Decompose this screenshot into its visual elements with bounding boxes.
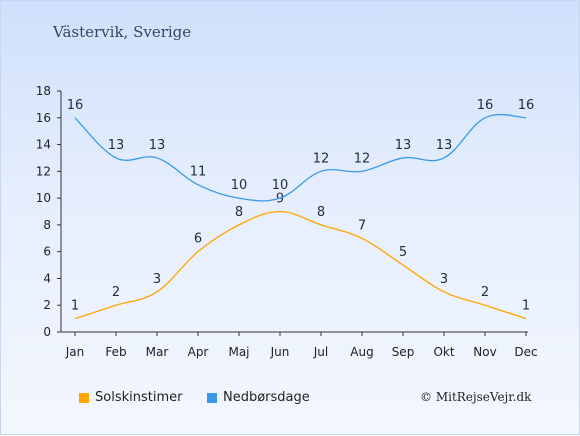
y-tick-label: 18: [36, 84, 51, 98]
y-tick-label: 2: [43, 298, 51, 312]
data-label-rain: 11: [190, 165, 207, 180]
x-tick-label: Aug: [350, 345, 373, 359]
data-label-sun: 2: [481, 285, 489, 300]
data-label-sun: 3: [153, 272, 161, 287]
data-label-sun: 8: [317, 205, 325, 220]
legend-swatch-rain: [207, 392, 217, 403]
y-tick-label: 10: [36, 191, 51, 205]
data-label-sun: 3: [440, 272, 448, 287]
y-tick-label: 16: [36, 111, 51, 125]
data-label-sun: 9: [276, 192, 284, 207]
data-label-rain: 10: [272, 178, 289, 193]
legend-swatch-sun: [79, 392, 89, 403]
series-line-sun: [74, 210, 527, 320]
y-tick-label: 0: [43, 325, 51, 339]
data-label-rain: 12: [354, 151, 371, 166]
data-label-sun: 6: [194, 232, 202, 247]
chart-title: Västervik, Sverige: [53, 23, 192, 41]
y-tick-label: 14: [36, 138, 51, 152]
x-tick-label: Dec: [514, 345, 537, 359]
y-tick-label: 4: [43, 271, 51, 285]
series-line-rain: [74, 113, 527, 202]
x-tick-label: Jan: [65, 345, 85, 359]
data-label-sun: 2: [112, 285, 120, 300]
data-label-rain: 13: [395, 138, 412, 153]
data-label-sun: 5: [399, 245, 407, 260]
legend-item-sun: Solskinstimer: [79, 390, 182, 405]
data-label-rain: 10: [231, 178, 248, 193]
data-label-sun: 1: [522, 299, 530, 314]
x-tick-label: Jul: [313, 345, 328, 359]
legend-label-rain: Nedbørsdage: [223, 390, 310, 405]
x-tick-label: Apr: [188, 345, 209, 359]
data-label-rain: 13: [436, 138, 453, 153]
data-label-rain: 13: [108, 138, 125, 153]
data-label-sun: 1: [71, 299, 79, 314]
x-tick-label: Okt: [433, 345, 454, 359]
x-tick-label: Sep: [392, 345, 415, 359]
data-label-sun: 8: [235, 205, 243, 220]
y-tick-label: 6: [43, 245, 51, 259]
x-tick-label: Jun: [270, 345, 290, 359]
data-label-rain: 12: [313, 151, 330, 166]
y-tick-label: 12: [36, 164, 51, 178]
data-label-rain: 13: [149, 138, 166, 153]
legend-item-rain: Nedbørsdage: [207, 390, 310, 405]
y-tick-label: 8: [43, 218, 51, 232]
data-label-rain: 16: [67, 98, 84, 113]
legend-label-sun: Solskinstimer: [95, 390, 183, 405]
x-tick-label: Nov: [473, 345, 496, 359]
x-tick-label: Maj: [228, 345, 249, 359]
x-tick-label: Feb: [105, 345, 126, 359]
data-label-sun: 7: [358, 218, 366, 233]
x-tick-label: Mar: [146, 345, 169, 359]
data-label-rain: 16: [477, 98, 494, 113]
data-label-rain: 16: [518, 98, 535, 113]
credit-text: © MitRejseVejr.dk: [420, 390, 532, 404]
